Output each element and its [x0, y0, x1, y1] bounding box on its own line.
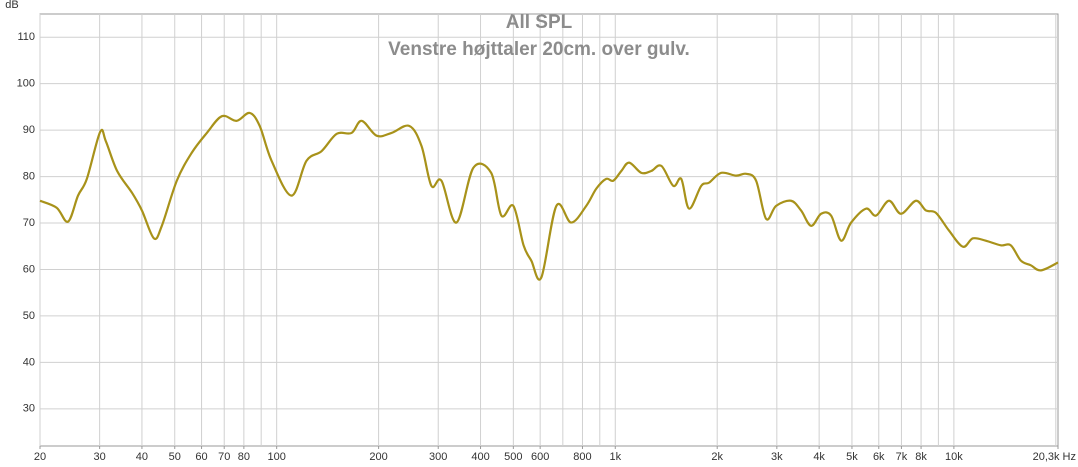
- x-tick-label: 7k: [896, 451, 908, 463]
- x-tick-label: 6k: [873, 451, 885, 463]
- x-tick-label: 800: [573, 451, 591, 463]
- chart-title: All SPL: [506, 12, 573, 33]
- y-tick-label: 70: [23, 217, 35, 229]
- x-tick-label: 70: [218, 451, 230, 463]
- x-tick-label: 30: [94, 451, 106, 463]
- x-tick-label: 40: [136, 451, 148, 463]
- y-tick-label: 50: [23, 310, 35, 322]
- x-tick-label: 200: [369, 451, 387, 463]
- y-tick-label: 60: [23, 263, 35, 275]
- y-axis-label: dB: [5, 0, 18, 11]
- x-tick-label: 300: [429, 451, 447, 463]
- spl-curve: [39, 111, 1059, 281]
- x-tick-label: 60: [195, 451, 207, 463]
- x-tick-label: 400: [471, 451, 489, 463]
- x-tick-label: 500: [504, 451, 522, 463]
- x-tick-label: 1k: [609, 451, 621, 463]
- y-tick-label: 100: [17, 78, 35, 90]
- x-tick-label: 8k: [915, 451, 927, 463]
- x-tick-label: 50: [169, 451, 181, 463]
- x-tick-label: 80: [238, 451, 250, 463]
- plot-area: [39, 13, 1059, 447]
- x-tick-label: 20,3k Hz: [1033, 451, 1076, 463]
- x-tick-label: 3k: [771, 451, 783, 463]
- x-tick-label: 4k: [813, 451, 825, 463]
- y-tick-label: 30: [23, 403, 35, 415]
- x-tick-label: 10k: [945, 451, 963, 463]
- y-tick-label: 80: [23, 170, 35, 182]
- y-tick-label: 40: [23, 356, 35, 368]
- x-tick-label: 5k: [846, 451, 858, 463]
- y-tick-label: 90: [23, 124, 35, 136]
- y-tick-label: 110: [17, 31, 35, 43]
- x-tick-label: 100: [267, 451, 285, 463]
- x-tick-label: 600: [531, 451, 549, 463]
- x-tick-label: 2k: [711, 451, 723, 463]
- chart-subtitle: Venstre højttaler 20cm. over gulv.: [388, 39, 690, 60]
- x-tick-label: 20: [34, 451, 46, 463]
